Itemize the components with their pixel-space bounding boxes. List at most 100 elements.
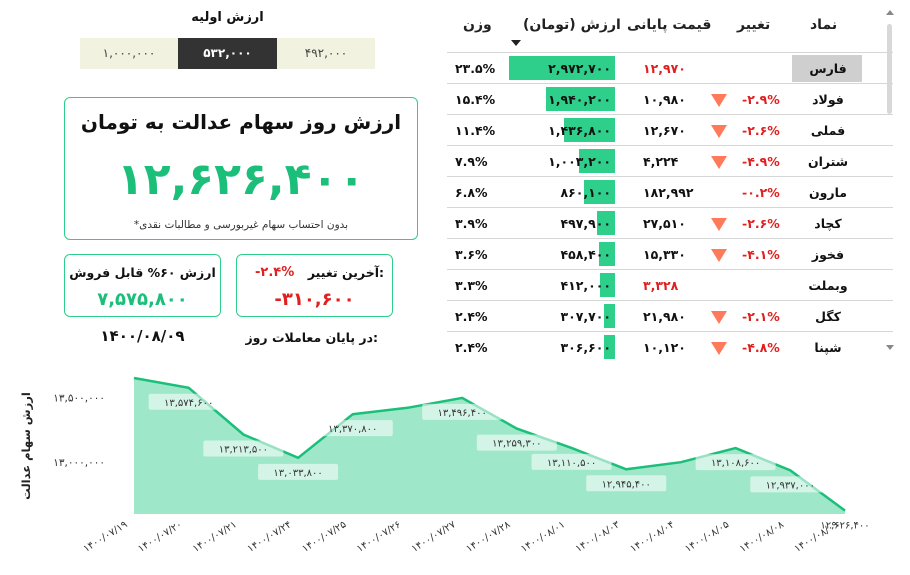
- table-row[interactable]: ۶.۸% ۸۶۰,۱۰۰ ۱۸۲,۹۹۲ -۰.۲% مارون: [447, 176, 893, 207]
- cell-final-price: ۱۵,۳۳۰: [643, 247, 686, 262]
- x-tick-label: ۱۴۰۰/۰۷/۲۸: [464, 519, 513, 555]
- x-tick-label: ۱۴۰۰/۰۷/۲۱: [191, 519, 239, 555]
- cell-change: -۰.۲%: [742, 185, 780, 200]
- scroll-thumb[interactable]: [887, 24, 892, 114]
- down-triangle-icon: [711, 249, 727, 262]
- cell-value: ۱,۴۳۶,۸۰۰: [548, 123, 611, 138]
- table-row[interactable]: ۱۱.۴% ۱,۴۳۶,۸۰۰ ۱۲,۶۷۰ -۲.۶% فملی: [447, 114, 893, 145]
- cell-symbol[interactable]: فخوز: [811, 247, 845, 262]
- data-label: ۱۳,۵۷۴,۶۰۰: [164, 398, 213, 409]
- cell-final-price: ۲۱,۹۸۰: [643, 309, 686, 324]
- value-history-chart: ۱۳,۰۰۰,۰۰۰ ۱۳,۵۰۰,۰۰۰ ارزش سهام عدالت ۱۳,۵۷…: [0, 360, 910, 575]
- x-tick-label: ۱۴۰۰/۰۸/۰۳: [574, 519, 623, 555]
- data-label-box: [422, 403, 503, 420]
- last-change-percent: -۲.۴%: [255, 265, 295, 280]
- initial-option-532000[interactable]: ۵۳۲,۰۰۰: [178, 38, 277, 69]
- value-bar: [604, 335, 615, 359]
- y-tick-label: ۱۳,۰۰۰,۰۰۰: [53, 457, 105, 469]
- data-label-box: [695, 454, 776, 471]
- value-bar-area: ۴۵۸,۴۰۰: [509, 242, 615, 266]
- data-label-box: [203, 440, 284, 457]
- value-bar: [597, 211, 615, 235]
- table-row[interactable]: ۲.۴% ۳۰۷,۷۰۰ ۲۱,۹۸۰ -۲.۱% کگل: [447, 300, 893, 331]
- cell-weight: ۷.۹%: [455, 154, 488, 169]
- stocks-table: وزن ارزش (تومان) قیمت پایانی تغییر نماد …: [447, 0, 897, 360]
- cell-symbol[interactable]: فولاد: [812, 92, 844, 107]
- header-change[interactable]: تغییر: [737, 17, 771, 33]
- cell-weight: ۲.۴%: [455, 309, 488, 324]
- value-bar-area: ۴۹۷,۹۰۰: [509, 211, 615, 235]
- down-triangle-icon: [711, 218, 727, 231]
- cell-change: -۲.۶%: [742, 123, 780, 138]
- value-bar: [563, 118, 615, 142]
- table-row[interactable]: ۳.۶% ۴۵۸,۴۰۰ ۱۵,۳۳۰ -۴.۱% فخوز: [447, 238, 893, 269]
- data-label: ۱۳,۰۳۳,۸۰۰: [273, 468, 322, 479]
- cell-symbol[interactable]: مارون: [808, 185, 848, 200]
- cell-symbol[interactable]: فارس: [809, 61, 847, 76]
- data-label-box: [148, 393, 229, 410]
- value-bar: [598, 242, 615, 266]
- cell-change: -۴.۸%: [742, 340, 780, 355]
- cell-value: ۲,۹۷۲,۷۰۰: [548, 61, 611, 76]
- cell-symbol[interactable]: شپنا: [814, 340, 842, 355]
- data-label-box: [805, 516, 885, 533]
- header-symbol[interactable]: نماد: [810, 17, 838, 33]
- cell-final-price: ۱۰,۱۲۰: [643, 340, 686, 355]
- table-scrollbar[interactable]: [885, 8, 895, 352]
- end-of-day-label: در پایان معاملات روز:: [245, 330, 378, 345]
- data-label: ۱۳,۲۵۹,۳۰۰: [492, 439, 541, 450]
- cell-change: -۲.۹%: [742, 92, 780, 107]
- down-triangle-icon: [711, 94, 727, 107]
- data-label-box: [258, 463, 339, 480]
- cell-symbol[interactable]: کگل: [815, 309, 841, 324]
- cell-symbol[interactable]: کچاد: [814, 216, 842, 231]
- scroll-up-icon[interactable]: [886, 10, 894, 15]
- cell-value: ۴۵۸,۴۰۰: [560, 247, 611, 262]
- value-bar-area: ۱,۴۳۶,۸۰۰: [509, 118, 615, 142]
- sellable-value: ۷,۵۷۵,۸۰۰: [97, 289, 188, 310]
- header-value[interactable]: ارزش (تومان): [523, 17, 621, 33]
- table-row[interactable]: ۳.۳% ۴۱۲,۰۰۰ ۳,۳۲۸ وبملت: [447, 269, 893, 300]
- data-label-box: [531, 453, 612, 470]
- y-axis-title: ارزش سهام عدالت: [19, 392, 33, 500]
- x-tick-label: ۱۴۰۰/۰۷/۲۶: [355, 519, 403, 555]
- cell-weight: ۲.۴%: [455, 340, 488, 355]
- data-label: ۱۳,۱۰۸,۶۰۰: [711, 458, 760, 469]
- cell-weight: ۱۵.۴%: [455, 92, 496, 107]
- cell-symbol[interactable]: فملی: [810, 123, 846, 138]
- cell-final-price: ۱۸۲,۹۹۲: [643, 185, 694, 200]
- value-bar: [600, 273, 615, 297]
- value-bar-area: ۲,۹۷۲,۷۰۰: [509, 56, 615, 80]
- value-bar-area: ۱,۰۰۳,۲۰۰: [509, 149, 615, 173]
- data-label: ۱۳,۲۱۳,۵۰۰: [219, 445, 268, 456]
- table-row[interactable]: ۱۵.۴% ۱,۹۴۰,۲۰۰ ۱۰,۹۸۰ -۲.۹% فولاد: [447, 83, 893, 114]
- data-label-box: [476, 434, 557, 451]
- y-tick-label: ۱۳,۵۰۰,۰۰۰: [53, 392, 105, 404]
- value-bar-area: ۳۰۷,۷۰۰: [509, 304, 615, 328]
- portfolio-value-title: ارزش روز سهام عدالت به تومان: [80, 110, 402, 134]
- cell-change: -۴.۹%: [742, 154, 780, 169]
- initial-option-1000000[interactable]: ۱,۰۰۰,۰۰۰: [80, 38, 178, 69]
- cell-symbol[interactable]: شتران: [807, 154, 849, 169]
- cell-weight: ۲۳.۵%: [455, 61, 496, 76]
- end-of-day-date: ۱۴۰۰/۰۸/۰۹: [100, 327, 185, 345]
- header-final-price[interactable]: قیمت پایانی: [627, 17, 712, 33]
- down-triangle-icon: [711, 342, 727, 355]
- table-row[interactable]: ۲۳.۵% ۲,۹۷۲,۷۰۰ ۱۲,۹۷۰ فارس: [447, 52, 893, 83]
- cell-change: -۴.۱%: [742, 247, 780, 262]
- x-tick-label: ۱۴۰۰/۰۷/۲۵: [300, 519, 348, 555]
- data-label: ۱۲,۹۳۷,۰۰۰: [766, 480, 815, 491]
- header-weight[interactable]: وزن: [463, 17, 492, 33]
- value-bar: [584, 180, 615, 204]
- table-row[interactable]: ۳.۹% ۴۹۷,۹۰۰ ۲۷,۵۱۰ -۲.۶% کچاد: [447, 207, 893, 238]
- cell-symbol[interactable]: وبملت: [808, 278, 848, 293]
- initial-option-492000[interactable]: ۴۹۲,۰۰۰: [277, 38, 375, 69]
- value-bar: [509, 56, 615, 80]
- portfolio-value-card: ارزش روز سهام عدالت به تومان ۱۲,۶۲۶,۴۰۰ …: [64, 97, 418, 240]
- table-row[interactable]: ۷.۹% ۱,۰۰۳,۲۰۰ ۴,۲۲۴ -۴.۹% شتران: [447, 145, 893, 176]
- last-change-value: -۳۱۰,۶۰۰: [274, 289, 355, 310]
- scroll-down-icon[interactable]: [886, 345, 894, 350]
- portfolio-value: ۱۲,۶۲۶,۴۰۰: [116, 154, 366, 205]
- cell-value: ۱,۰۰۳,۲۰۰: [548, 154, 611, 169]
- table-row[interactable]: ۲.۴% ۳۰۶,۶۰۰ ۱۰,۱۲۰ -۴.۸% شپنا: [447, 331, 893, 360]
